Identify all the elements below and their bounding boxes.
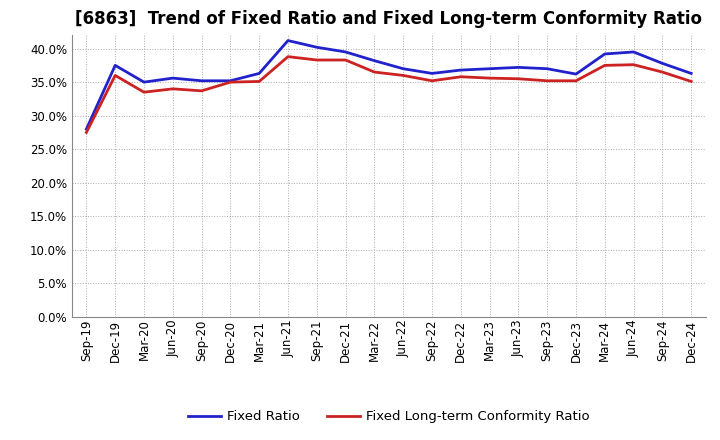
Fixed Ratio	[543, 66, 552, 71]
Line: Fixed Ratio: Fixed Ratio	[86, 40, 691, 129]
Fixed Long-term Conformity Ratio	[197, 88, 206, 93]
Fixed Long-term Conformity Ratio	[226, 80, 235, 85]
Fixed Ratio	[485, 66, 494, 71]
Fixed Long-term Conformity Ratio	[284, 54, 292, 59]
Fixed Ratio	[514, 65, 523, 70]
Fixed Long-term Conformity Ratio	[312, 57, 321, 62]
Fixed Ratio	[226, 78, 235, 84]
Fixed Long-term Conformity Ratio	[456, 74, 465, 79]
Fixed Long-term Conformity Ratio	[600, 63, 609, 68]
Fixed Ratio	[572, 71, 580, 77]
Fixed Long-term Conformity Ratio	[341, 57, 350, 62]
Fixed Long-term Conformity Ratio	[168, 86, 177, 92]
Fixed Long-term Conformity Ratio	[658, 70, 667, 75]
Fixed Long-term Conformity Ratio	[687, 79, 696, 84]
Fixed Long-term Conformity Ratio	[370, 70, 379, 75]
Fixed Long-term Conformity Ratio	[140, 90, 148, 95]
Fixed Long-term Conformity Ratio	[629, 62, 638, 67]
Fixed Ratio	[370, 58, 379, 63]
Fixed Ratio	[255, 71, 264, 76]
Fixed Long-term Conformity Ratio	[514, 76, 523, 81]
Fixed Long-term Conformity Ratio	[428, 78, 436, 84]
Fixed Ratio	[82, 126, 91, 132]
Fixed Ratio	[658, 61, 667, 66]
Fixed Ratio	[140, 80, 148, 85]
Fixed Ratio	[312, 44, 321, 50]
Fixed Ratio	[341, 49, 350, 55]
Fixed Ratio	[111, 63, 120, 68]
Fixed Long-term Conformity Ratio	[111, 73, 120, 78]
Fixed Long-term Conformity Ratio	[485, 76, 494, 81]
Legend: Fixed Ratio, Fixed Long-term Conformity Ratio: Fixed Ratio, Fixed Long-term Conformity …	[182, 405, 595, 429]
Fixed Ratio	[629, 49, 638, 55]
Fixed Ratio	[600, 51, 609, 57]
Fixed Long-term Conformity Ratio	[255, 79, 264, 84]
Line: Fixed Long-term Conformity Ratio: Fixed Long-term Conformity Ratio	[86, 57, 691, 132]
Fixed Long-term Conformity Ratio	[399, 73, 408, 78]
Fixed Long-term Conformity Ratio	[572, 78, 580, 84]
Fixed Long-term Conformity Ratio	[543, 78, 552, 84]
Fixed Ratio	[284, 38, 292, 43]
Fixed Ratio	[428, 71, 436, 76]
Fixed Ratio	[197, 78, 206, 84]
Title: [6863]  Trend of Fixed Ratio and Fixed Long-term Conformity Ratio: [6863] Trend of Fixed Ratio and Fixed Lo…	[76, 10, 702, 28]
Fixed Ratio	[456, 67, 465, 73]
Fixed Ratio	[687, 71, 696, 76]
Fixed Ratio	[399, 66, 408, 71]
Fixed Long-term Conformity Ratio	[82, 130, 91, 135]
Fixed Ratio	[168, 76, 177, 81]
